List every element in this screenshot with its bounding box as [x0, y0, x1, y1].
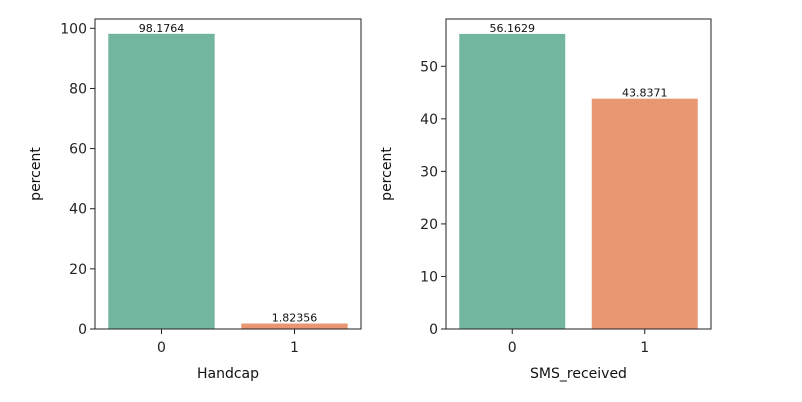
chart-1-frame: [94, 18, 362, 330]
chart-2-y-tick-label-40: 40: [420, 112, 438, 128]
chart-2-x-axis-label: SMS_received: [530, 366, 627, 382]
chart-2-y-tick-label-30: 30: [420, 164, 438, 180]
chart-2-y-axis-label: percent: [379, 147, 395, 201]
chart-2-y-tick-label-0: 0: [429, 322, 438, 338]
chart-2-y-tick-label-50: 50: [420, 59, 438, 75]
chart-1-y-tick-label-20: 20: [69, 262, 87, 278]
chart-2-y-tick-label-10: 10: [420, 269, 438, 285]
chart-2-bar-0: [459, 33, 566, 329]
chart-1-y-tick-label-40: 40: [69, 202, 87, 218]
chart-1-y-tick-label-80: 80: [69, 81, 87, 97]
chart-1-value-label-1: 1.82356: [272, 312, 318, 325]
chart-1-y-tick-label-0: 0: [78, 322, 87, 338]
chart-1-x-tick-label-0: 0: [157, 340, 166, 356]
chart-2-x-tick-label-1: 1: [640, 340, 649, 356]
chart-1-y-tick-label-60: 60: [69, 142, 87, 158]
chart-2: 56.1629 43.8371 0 10 20 30 40 50 0 1 SMS_received p…: [379, 18, 712, 382]
chart-2-value-label-1: 43.8371: [622, 87, 668, 100]
chart-2-frame: [445, 18, 712, 330]
chart-2-value-label-0: 56.1629: [490, 22, 536, 35]
chart-1-y-axis-label: percent: [28, 147, 44, 201]
chart-2-y-tick-label-20: 20: [420, 217, 438, 233]
chart-2-bar-1: [591, 98, 698, 330]
chart-1-bar-0: [108, 33, 215, 329]
chart-1-x-axis-label: Handcap: [197, 366, 259, 382]
chart-1-bar-1: [241, 323, 348, 329]
chart-2-x-tick-label-0: 0: [508, 340, 517, 356]
chart-1: 98.1764 1.82356 0 20 40 60 80 100 0 1 Handcap perce…: [28, 18, 362, 382]
chart-1-y-tick-label-100: 100: [60, 21, 87, 37]
chart-1-x-tick-label-1: 1: [290, 340, 299, 356]
chart-1-value-label-0: 98.1764: [139, 22, 185, 35]
